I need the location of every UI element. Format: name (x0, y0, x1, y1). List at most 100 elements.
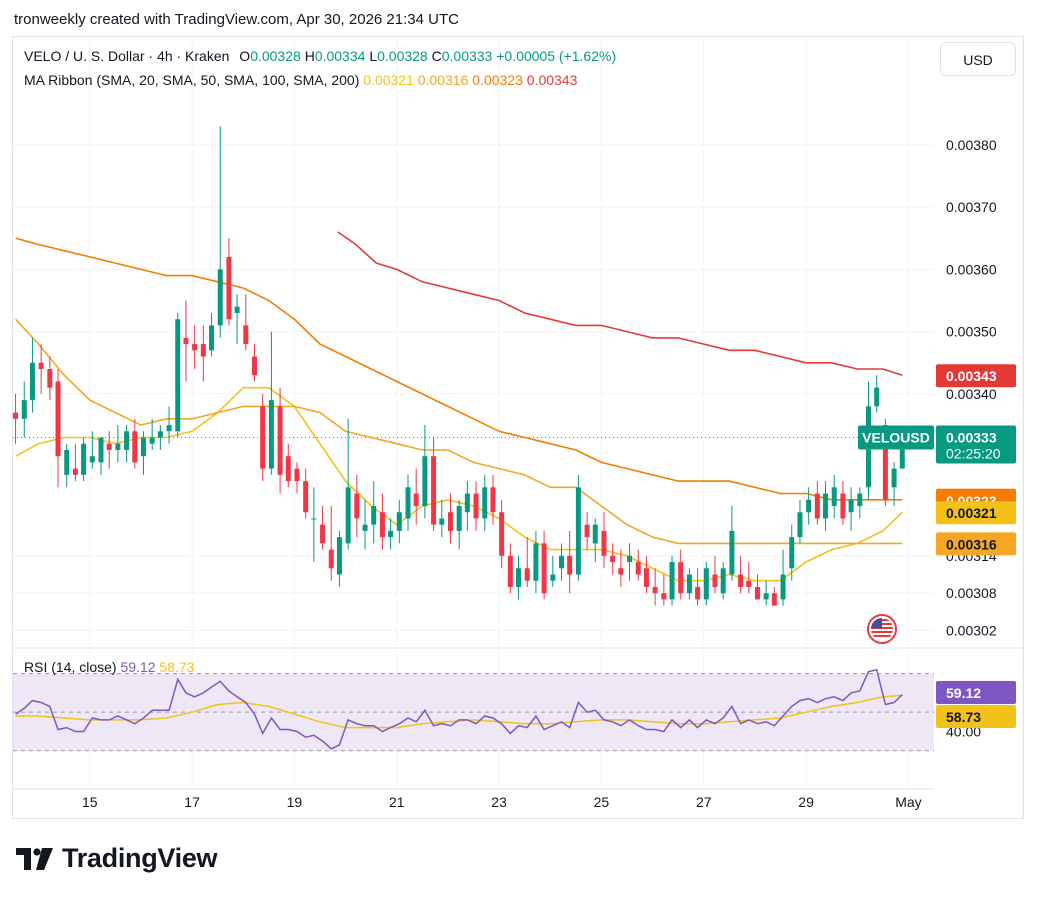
candle-body (226, 256, 232, 320)
ma-line (337, 231, 903, 376)
time-axis: 15 17 19 21 23 25 27 29 May (82, 794, 922, 810)
rsi-legend[interactable]: RSI (14, close) 59.12 58.73 (24, 659, 194, 675)
candle-body (618, 568, 624, 575)
candle-body (746, 580, 752, 587)
candle-body (303, 481, 309, 513)
price-label (936, 532, 1016, 556)
low-label: L (369, 48, 378, 64)
candle-body (661, 593, 667, 600)
rsi-ma-line (15, 694, 903, 729)
symbol-tag-text: VELOUSD (862, 430, 930, 446)
candle-body (320, 524, 326, 544)
rsi-line (15, 668, 903, 750)
ma-line (15, 237, 903, 501)
candle-body (482, 487, 488, 519)
price-tick-label: 0.00380 (946, 137, 997, 153)
candle-body (643, 568, 649, 587)
candle-body (771, 593, 777, 606)
rsi-title: RSI (14, close) (24, 659, 117, 675)
candle-body (840, 493, 846, 519)
ma-ribbon-title: MA Ribbon (SMA, 20, SMA, 50, SMA, 100, S… (24, 72, 360, 88)
candle-body (192, 344, 198, 351)
symbol-legend[interactable]: VELO / U. S. Dollar · 4h · Kraken O 0.003… (24, 48, 616, 64)
candle-body (575, 487, 581, 575)
candle-body (29, 362, 35, 401)
candle-body (797, 512, 803, 538)
time-tick-label: 19 (287, 794, 303, 810)
low-value: 0.00328 (377, 48, 428, 64)
candle-body (584, 524, 590, 538)
candle-body (106, 443, 112, 450)
price-tick-label: 0.00340 (946, 386, 997, 402)
ma-ribbon (15, 231, 903, 582)
candle-body (686, 574, 692, 594)
ma50-value: 0.00316 (417, 72, 469, 88)
symbol-tag (858, 425, 934, 450)
price-tick-label: 0.00360 (946, 261, 997, 277)
candle-body (200, 344, 206, 357)
candle-body (311, 518, 317, 520)
price-tick-label: 0.00350 (946, 324, 997, 340)
candle-body (627, 555, 633, 563)
currency-button[interactable]: USD (940, 42, 1016, 76)
candle-body (336, 537, 342, 575)
rsi-value: 59.12 (120, 659, 156, 675)
candle-body (439, 518, 445, 525)
candle-body (260, 406, 266, 469)
candle-body (516, 568, 522, 587)
candle-body (38, 362, 44, 369)
us-flag-icon[interactable] (867, 614, 897, 644)
candle-body (345, 487, 351, 544)
candle-body (456, 506, 462, 531)
last-price-text: 0.00333 (946, 430, 997, 446)
candle-body (81, 443, 87, 475)
price-label (936, 501, 1016, 525)
time-tick-label: 15 (82, 794, 98, 810)
candle-body (891, 468, 897, 488)
ma100-value: 0.00323 (472, 72, 523, 88)
ma-ribbon-legend[interactable]: MA Ribbon (SMA, 20, SMA, 50, SMA, 100, S… (24, 72, 577, 88)
candle-body (379, 512, 385, 538)
candle-body (132, 431, 138, 463)
candle-body (183, 337, 189, 345)
candle-body (473, 493, 479, 519)
candle-body (72, 468, 78, 475)
candle-body (806, 499, 812, 513)
open-label: O (239, 48, 251, 64)
candle-body (652, 586, 658, 594)
candle-body (140, 437, 146, 457)
tradingview-logo[interactable]: TradingView (16, 843, 218, 874)
candle-body (669, 562, 675, 600)
candle-body (252, 356, 258, 376)
symbol-title: VELO / U. S. Dollar · 4h · Kraken (24, 48, 230, 64)
price-tick-label: 0.00308 (946, 585, 997, 601)
time-tick-label: 17 (184, 794, 200, 810)
candle-body (874, 387, 880, 407)
candle-body (124, 431, 130, 450)
candles (13, 126, 905, 606)
last-price-label (936, 425, 1016, 464)
candle-body (277, 406, 283, 475)
grid-lines (13, 40, 1023, 790)
candle-body (857, 493, 863, 506)
time-tick-label: 23 (491, 794, 507, 810)
price-tick-label: 0.00302 (946, 623, 997, 639)
candle-body (328, 549, 334, 569)
candle-body (166, 425, 172, 432)
candle-body (763, 593, 769, 600)
candle-body (243, 325, 249, 345)
candle-body (695, 586, 701, 600)
candle-body (720, 568, 726, 594)
candle-body (490, 487, 496, 513)
candle-body (601, 530, 607, 556)
change-value: +0.00005 (+1.62%) (496, 48, 617, 64)
candle-body (396, 512, 402, 531)
candle-body (354, 493, 360, 519)
candle-body (464, 493, 470, 513)
time-tick-label: May (895, 794, 921, 810)
candle-body (703, 568, 709, 600)
candle-body (98, 437, 104, 463)
candle-body (209, 325, 215, 351)
